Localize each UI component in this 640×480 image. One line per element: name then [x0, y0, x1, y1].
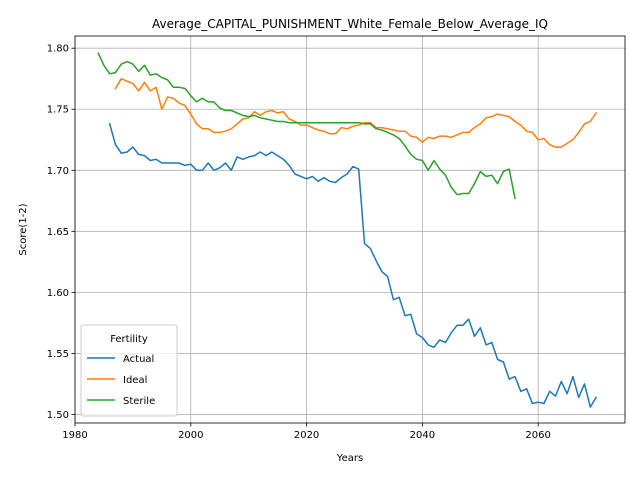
plot-frame [74, 35, 626, 424]
y-tick-label: 1.55 [47, 349, 69, 360]
x-tick-label: 2060 [525, 430, 550, 441]
y-tick-label: 1.50 [47, 410, 69, 421]
y-tick-label: 1.60 [47, 288, 69, 299]
x-tick-label: 2000 [178, 430, 203, 441]
y-tick-label: 1.80 [47, 44, 69, 55]
series-line-ideal [114, 77, 598, 148]
legend-label-sterile: Sterile [123, 396, 155, 407]
series-line-actual [108, 122, 598, 408]
x-tick-label: 2040 [410, 430, 435, 441]
chart-title: Average_CAPITAL_PUNISHMENT_White_Female_… [152, 17, 548, 31]
y-tick-label: 1.70 [47, 166, 69, 177]
x-axis-label: Years [336, 453, 363, 464]
series-layer [97, 52, 598, 408]
x-tick-label: 2020 [294, 430, 319, 441]
y-tick-label: 1.65 [47, 227, 69, 238]
legend-label-ideal: Ideal [123, 375, 147, 386]
series-line-sterile [97, 52, 516, 200]
y-tick-label: 1.75 [47, 105, 69, 116]
y-axis-label: Score(1-2) [18, 203, 29, 255]
x-tick-label: 1980 [62, 430, 87, 441]
legend: Fertility Actual Ideal Sterile [80, 324, 178, 417]
legend-title: Fertility [110, 334, 148, 345]
legend-items: Actual Ideal Sterile [87, 354, 155, 407]
axis-ticks: 1980 2000 2020 2040 2060 1.50 1.55 1.60 1.65 1.70… [47, 44, 551, 441]
legend-label-actual: Actual [123, 354, 154, 365]
legend-box [80, 324, 178, 417]
